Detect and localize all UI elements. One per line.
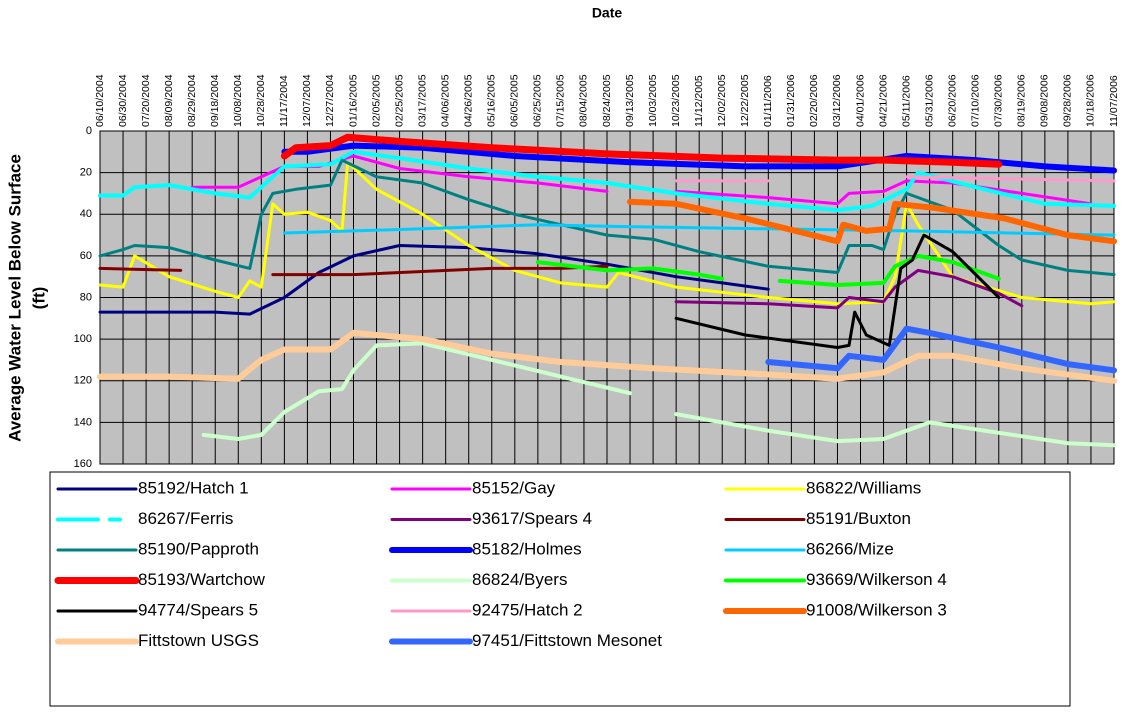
x-tick-label: 04/01/2006 — [854, 74, 866, 127]
x-tick-label: 06/05/2005 — [509, 74, 521, 127]
y-axis-label: Average Water Level Below Surface — [5, 154, 24, 442]
series-line — [674, 175, 1116, 183]
x-tick-label: 08/09/2004 — [163, 74, 175, 127]
x-tick-label: 07/10/2006 — [970, 74, 982, 127]
x-tick-label: 09/18/2004 — [209, 74, 221, 127]
y-tick-label: 160 — [74, 458, 92, 470]
x-tick-label: 08/19/2006 — [1016, 74, 1028, 127]
legend-label: 97451/Fittstown Mesonet — [472, 631, 662, 650]
legend-label: 86266/Mize — [806, 539, 894, 558]
series-line — [282, 223, 1116, 237]
x-tick-label: 01/11/2006 — [762, 75, 774, 127]
x-tick-label: 10/23/2005 — [670, 74, 682, 127]
legend-label: 85192/Hatch 1 — [138, 478, 249, 497]
legend-label: 85152/Gay — [472, 478, 556, 497]
chart-title: Date — [592, 5, 623, 21]
x-tick-label: 12/27/2004 — [324, 74, 336, 127]
x-tick-label: 10/18/2006 — [1085, 74, 1097, 127]
legend-label: 86822/Williams — [806, 478, 921, 497]
x-tick-label: 04/26/2005 — [463, 74, 475, 127]
legend-entries: 85192/Hatch 1 85152/Gay 86822/Williams 8626… — [54, 478, 947, 650]
x-tick-label: 10/03/2005 — [647, 74, 659, 127]
x-tick-label: 06/25/2005 — [532, 74, 544, 127]
x-tick-label: 01/31/2006 — [785, 74, 797, 127]
y-tick-label: 40 — [80, 208, 92, 220]
series-line — [98, 149, 1116, 213]
y-axis-label: (ft) — [29, 287, 48, 310]
x-tick-label: 11/07/2006 — [1108, 75, 1120, 127]
series-line — [201, 341, 1116, 448]
series-line — [627, 198, 1117, 245]
x-tick-label: 04/06/2005 — [439, 74, 451, 127]
x-tick-label: 03/17/2005 — [416, 74, 428, 127]
x-tick-label: 10/08/2004 — [232, 74, 244, 127]
legend-label: 91008/Wilkerson 3 — [806, 600, 947, 619]
legend-label: 85191/Buxton — [806, 509, 911, 528]
x-tick-label: 07/15/2005 — [555, 74, 567, 127]
series-line — [98, 244, 770, 316]
y-tick-label: 20 — [80, 167, 92, 179]
x-tick-label: 10/28/2004 — [255, 74, 267, 127]
series-line — [280, 133, 1003, 168]
legend-label: 85193/Wartchow — [138, 570, 266, 589]
series-line — [535, 253, 1001, 287]
legend — [49, 471, 1071, 707]
x-tick-label: 09/28/2006 — [1062, 74, 1074, 127]
y-tick-label: 120 — [74, 375, 92, 387]
y-tick-label: 80 — [80, 291, 92, 303]
legend-label: 85182/Holmes — [472, 539, 582, 558]
x-tick-label: 12/02/2005 — [716, 74, 728, 127]
x-tick-label: 01/16/2005 — [347, 74, 359, 127]
x-tick-label: 12/07/2004 — [301, 74, 313, 127]
x-tick-label: 06/20/2006 — [946, 74, 958, 127]
x-tick-label: 07/20/2004 — [140, 74, 152, 127]
y-tick-label: 140 — [74, 416, 92, 428]
series-line — [97, 329, 1117, 384]
legend-label: 93617/Spears 4 — [472, 509, 592, 528]
x-tick-label: 02/25/2005 — [393, 74, 405, 127]
legend-label: 94774/Spears 5 — [138, 600, 258, 619]
y-tick-label: 100 — [74, 333, 92, 345]
x-tick-label: 09/08/2006 — [1039, 74, 1051, 127]
series-line — [765, 325, 1117, 374]
x-tick-label: 11/17/2004 — [278, 75, 290, 127]
x-tick-label: 12/22/2005 — [739, 74, 751, 127]
x-tick-label: 05/16/2005 — [486, 74, 498, 127]
series-line — [674, 268, 1024, 310]
series-line — [98, 160, 1116, 306]
y-tick-label: 60 — [80, 250, 92, 262]
x-tick-label: 05/11/2006 — [900, 75, 912, 127]
x-tick-label: 02/05/2005 — [370, 74, 382, 127]
x-tick-label: 04/21/2006 — [877, 74, 889, 127]
legend-label: 85190/Papproth — [138, 539, 259, 558]
legend-label: 86267/Ferris — [138, 509, 233, 528]
legend-label: 92475/Hatch 2 — [472, 600, 583, 619]
x-tick-label: 06/30/2004 — [117, 74, 129, 127]
legend-label: 86824/Byers — [472, 570, 567, 589]
plot-border — [99, 130, 1115, 465]
x-tick-label: 11/12/2005 — [693, 75, 705, 127]
x-tick-label: 08/04/2005 — [578, 74, 590, 127]
x-tick-label: 08/29/2004 — [186, 74, 198, 127]
y-tick-label: 0 — [86, 125, 92, 137]
series-line — [674, 233, 1001, 349]
x-tick-label: 05/31/2006 — [923, 74, 935, 127]
x-tick-label: 09/13/2005 — [624, 74, 636, 127]
x-tick-label: 08/24/2005 — [601, 74, 613, 127]
x-tick-label: 03/12/2006 — [831, 74, 843, 127]
legend-label: 93669/Wilkerson 4 — [806, 570, 947, 589]
x-tick-label: 02/20/2006 — [808, 74, 820, 127]
x-tick-label: 06/10/2004 — [94, 74, 106, 127]
legend-label: Fittstown USGS — [138, 631, 259, 650]
x-tick-label: 07/30/2006 — [993, 74, 1005, 127]
